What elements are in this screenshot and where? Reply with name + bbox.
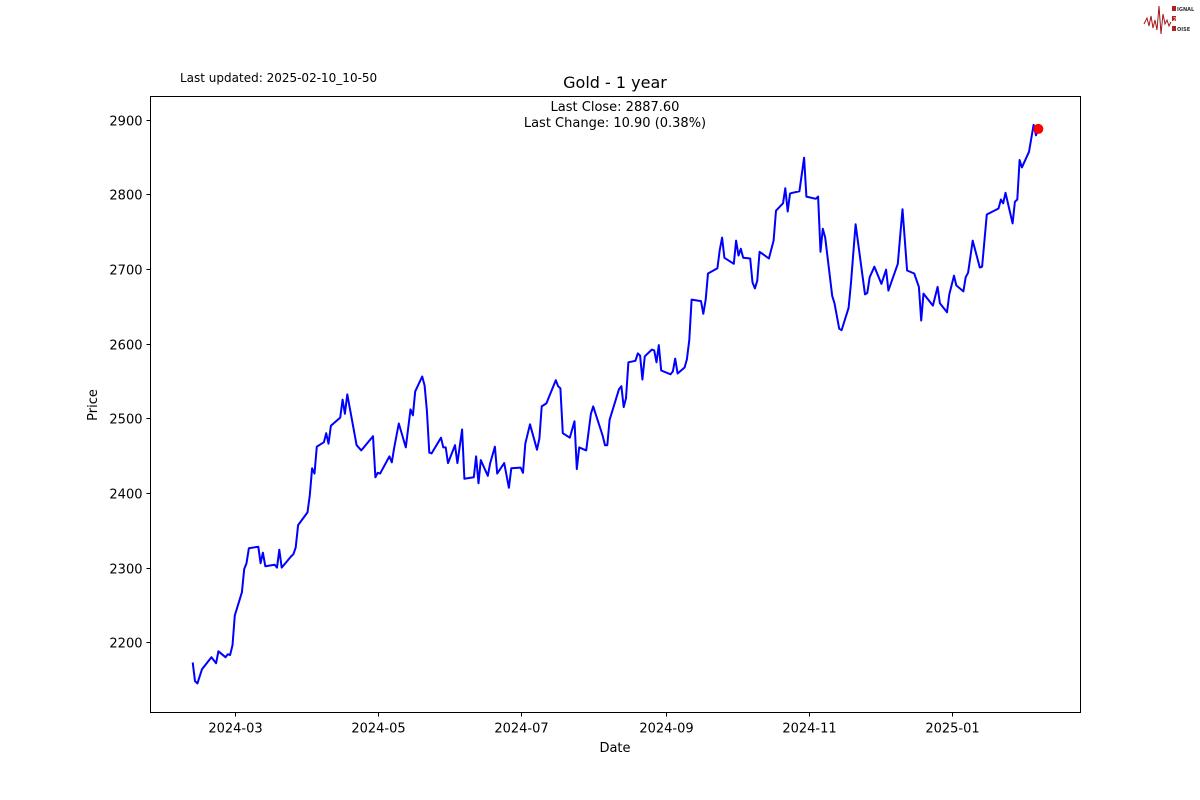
svg-text:OISE: OISE bbox=[1177, 27, 1191, 33]
last-close-marker bbox=[1033, 123, 1044, 134]
y-tick-label: 2900 bbox=[109, 115, 142, 130]
y-axis-label: Price bbox=[86, 389, 101, 421]
last-change-annotation: Last Change: 10.90 (0.38%) bbox=[524, 116, 706, 131]
x-tick-label: 2024-07 bbox=[494, 722, 548, 737]
y-tick-label: 2500 bbox=[109, 413, 142, 428]
y-tick-label: 2200 bbox=[109, 637, 142, 652]
y-tick-label: 2700 bbox=[109, 264, 142, 279]
x-axis-label: Date bbox=[599, 741, 630, 756]
svg-text:2: 2 bbox=[1173, 17, 1176, 23]
last-updated-text: Last updated: 2025-02-10_10-50 bbox=[180, 71, 378, 85]
x-tick-label: 2025-01 bbox=[925, 722, 979, 737]
signal-2-noise-logo: IGNAL 2 OISE bbox=[1143, 4, 1199, 36]
price-line bbox=[191, 123, 1040, 685]
x-tick-label: 2024-11 bbox=[782, 722, 836, 737]
y-tick-label: 2400 bbox=[109, 488, 142, 503]
y-tick-label: 2600 bbox=[109, 339, 142, 354]
chart-title: Gold - 1 year bbox=[563, 73, 667, 92]
x-tick-label: 2024-03 bbox=[208, 722, 262, 737]
svg-text:IGNAL: IGNAL bbox=[1177, 7, 1195, 13]
logo-waveform-icon: IGNAL 2 OISE bbox=[1143, 5, 1195, 35]
y-tick-label: 2800 bbox=[109, 189, 142, 204]
y-axis: 2200 2300 2400 2500 2600 2700 2800 2900 bbox=[109, 115, 151, 652]
y-tick-label: 2300 bbox=[109, 563, 142, 578]
x-tick-label: 2024-05 bbox=[351, 722, 405, 737]
x-axis: 2024-03 2024-05 2024-07 2024-09 2024-11 2025-… bbox=[208, 712, 980, 737]
last-close-annotation: Last Close: 2887.60 bbox=[551, 100, 680, 115]
x-tick-label: 2024-09 bbox=[639, 722, 693, 737]
plot-frame bbox=[150, 96, 1081, 713]
